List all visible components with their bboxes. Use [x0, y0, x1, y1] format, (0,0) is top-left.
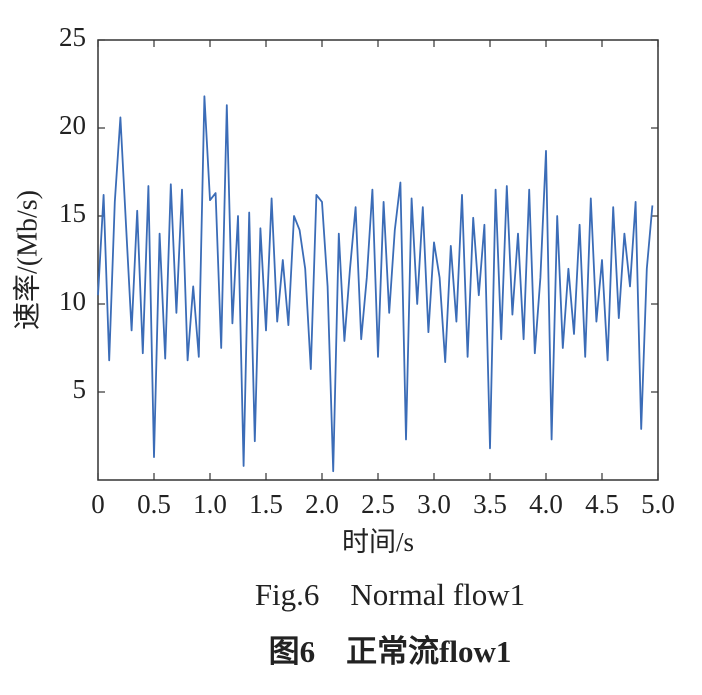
caption-zh: 图6 正常流flow1 [269, 634, 512, 669]
x-tick-label: 4.0 [529, 489, 563, 519]
x-tick-label: 2.0 [305, 489, 339, 519]
x-tick-label: 0 [91, 489, 105, 519]
x-tick-label: 1.5 [249, 489, 283, 519]
y-tick-label: 5 [73, 374, 87, 404]
plot-frame [97, 39, 659, 481]
x-tick-label: 0.5 [137, 489, 171, 519]
x-tick-label: 3.0 [417, 489, 451, 519]
y-axis-label: 速率/(Mb/s) [11, 190, 43, 330]
y-tick-label: 10 [59, 286, 86, 316]
x-tick-label: 5.0 [641, 489, 675, 519]
x-tick-label: 1.0 [193, 489, 227, 519]
y-tick-label: 25 [59, 22, 86, 52]
x-axis-label: 时间/s [342, 527, 414, 557]
data-line [97, 95, 654, 473]
x-tick-label: 3.5 [473, 489, 507, 519]
x-tick-label: 4.5 [585, 489, 619, 519]
caption-en: Fig.6 Normal flow1 [255, 577, 525, 612]
y-tick-label: 20 [59, 110, 86, 140]
y-tick-label: 15 [59, 198, 86, 228]
x-tick-label: 2.5 [361, 489, 395, 519]
